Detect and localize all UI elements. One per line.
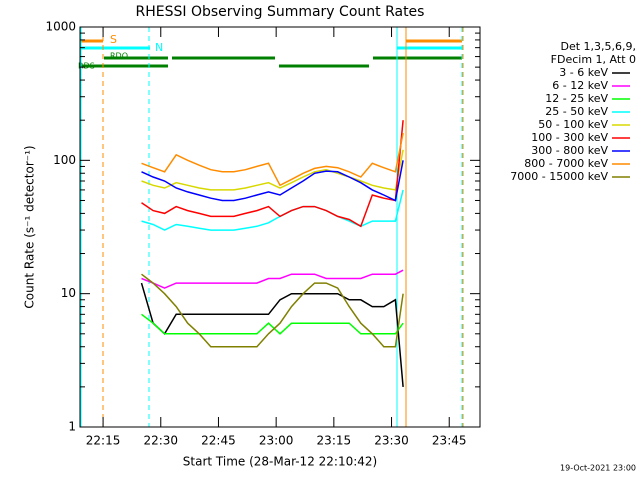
y-tick-label: 1000 — [45, 20, 76, 34]
event-lines — [80, 27, 464, 427]
series-line — [141, 189, 404, 231]
series-line — [141, 269, 404, 289]
series-line — [141, 149, 404, 191]
x-tick-label: 22:45 — [201, 434, 236, 448]
chart-title: RHESSI Observing Summary Count Rates — [136, 4, 425, 20]
legend-label: 300 - 800 keV — [531, 144, 608, 157]
y-tick-label: 10 — [61, 286, 76, 300]
legend-label: 3 - 6 keV — [559, 66, 608, 79]
series-line — [141, 132, 404, 187]
legend-label: 100 - 300 keV — [531, 131, 608, 144]
annotation: N — [155, 41, 163, 54]
legend-label: 6 - 12 keV — [552, 79, 608, 92]
annotation: RDO — [110, 52, 128, 61]
annotation: S — [110, 33, 117, 46]
x-tick-label: 23:15 — [317, 434, 352, 448]
x-axis-label: Start Time (28-Mar-12 22:10:42) — [183, 455, 377, 469]
legend-title: Det 1,3,5,6,9, — [560, 40, 636, 53]
series-line — [140, 282, 404, 387]
x-tick-label: 22:15 — [86, 434, 121, 448]
legend-label: 7000 - 15000 keV — [510, 170, 608, 183]
y-axis-label: Count Rate (s⁻¹ detector⁻¹) — [23, 145, 37, 308]
x-tick-label: 22:30 — [143, 434, 178, 448]
plot-frame — [79, 26, 481, 428]
series-line — [141, 273, 404, 348]
y-tick-label: 100 — [53, 153, 76, 167]
series-line — [141, 160, 404, 202]
x-tick-label: 23:45 — [432, 434, 467, 448]
legend-label: 800 - 7000 keV — [524, 157, 608, 170]
legend-label: 12 - 25 keV — [545, 92, 608, 105]
footer: 19-Oct-2021 23:00 — [560, 464, 636, 473]
x-tick-label: 23:30 — [374, 434, 409, 448]
y-tick-label: 1 — [68, 420, 76, 434]
legend-label: 25 - 50 keV — [545, 105, 608, 118]
legend-label: 50 - 100 keV — [538, 118, 608, 131]
status-bars — [80, 39, 462, 68]
series-line — [141, 120, 404, 228]
x-tick-label: 23:00 — [259, 434, 294, 448]
legend-title: FDecim 1, Att 0 — [551, 53, 636, 66]
annotation: RDS — [78, 62, 95, 71]
